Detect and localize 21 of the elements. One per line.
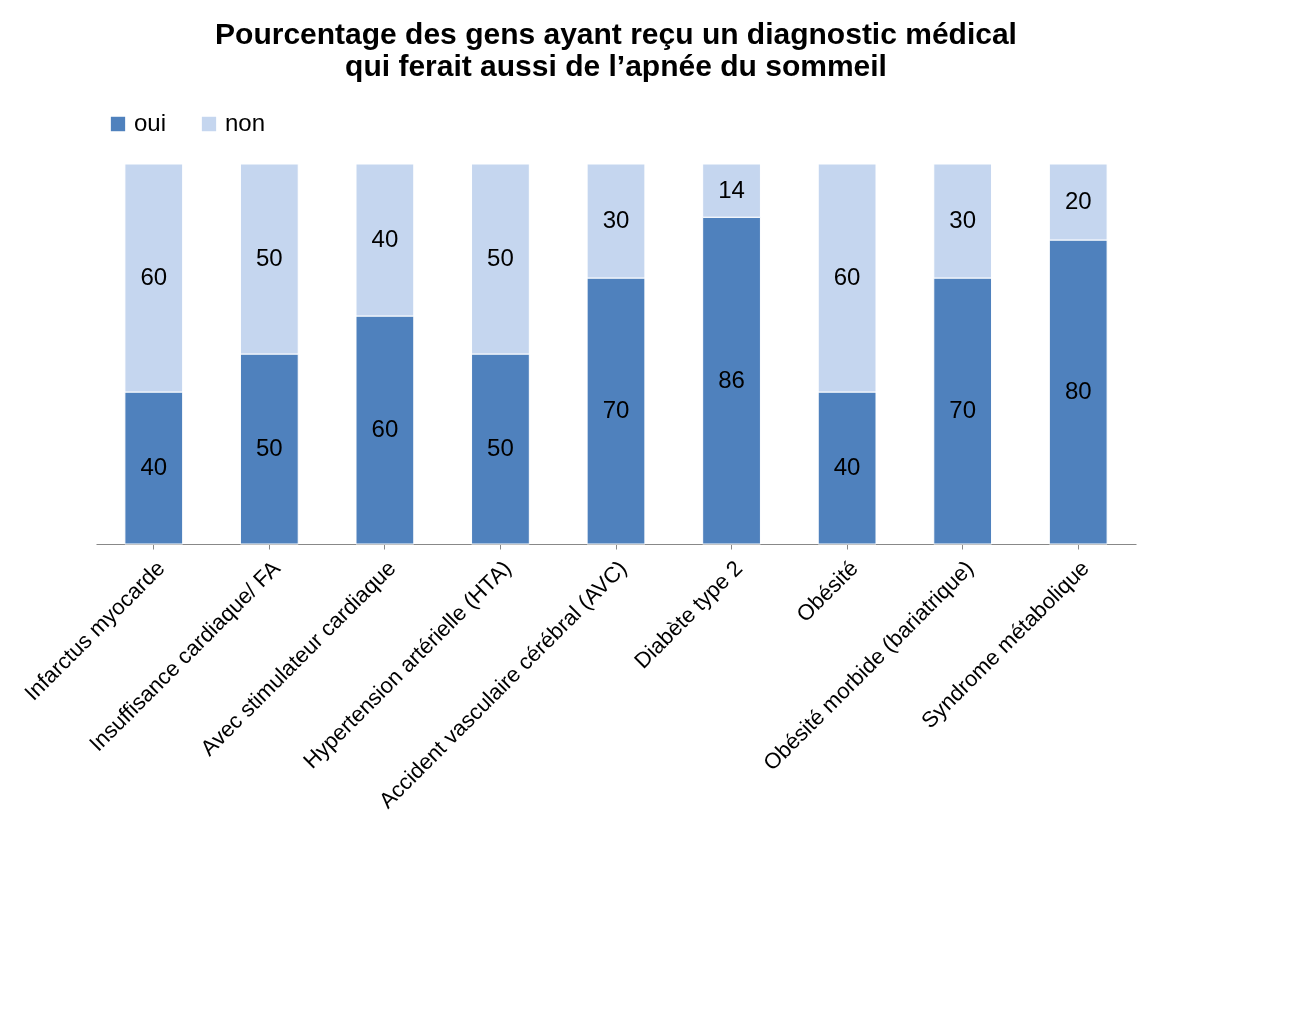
data-label: 14 (718, 175, 745, 203)
data-label: 40 (140, 453, 168, 480)
data-label: 60 (833, 263, 861, 290)
data-label: 80 (1064, 377, 1092, 404)
legend-label: non (225, 109, 266, 136)
chart-title: Pourcentage des gens ayant reçu un diagnostic médical qui ferait aussi de l’apnée du sommeil (215, 17, 1017, 82)
data-label: 50 (255, 244, 283, 271)
data-label: 70 (949, 396, 977, 423)
data-label: 40 (833, 453, 861, 480)
data-label: 60 (140, 263, 168, 290)
data-label: 50 (487, 434, 514, 461)
data-label: 50 (487, 244, 514, 271)
data-label: 86 (718, 365, 745, 393)
data-label: 60 (371, 415, 399, 442)
legend-label: oui (134, 109, 167, 136)
data-label: 20 (1064, 187, 1092, 214)
data-label: 40 (371, 225, 399, 252)
data-label: 50 (255, 434, 283, 461)
data-label: 30 (949, 206, 977, 233)
data-label: 30 (602, 206, 630, 233)
data-label: 70 (602, 396, 630, 423)
